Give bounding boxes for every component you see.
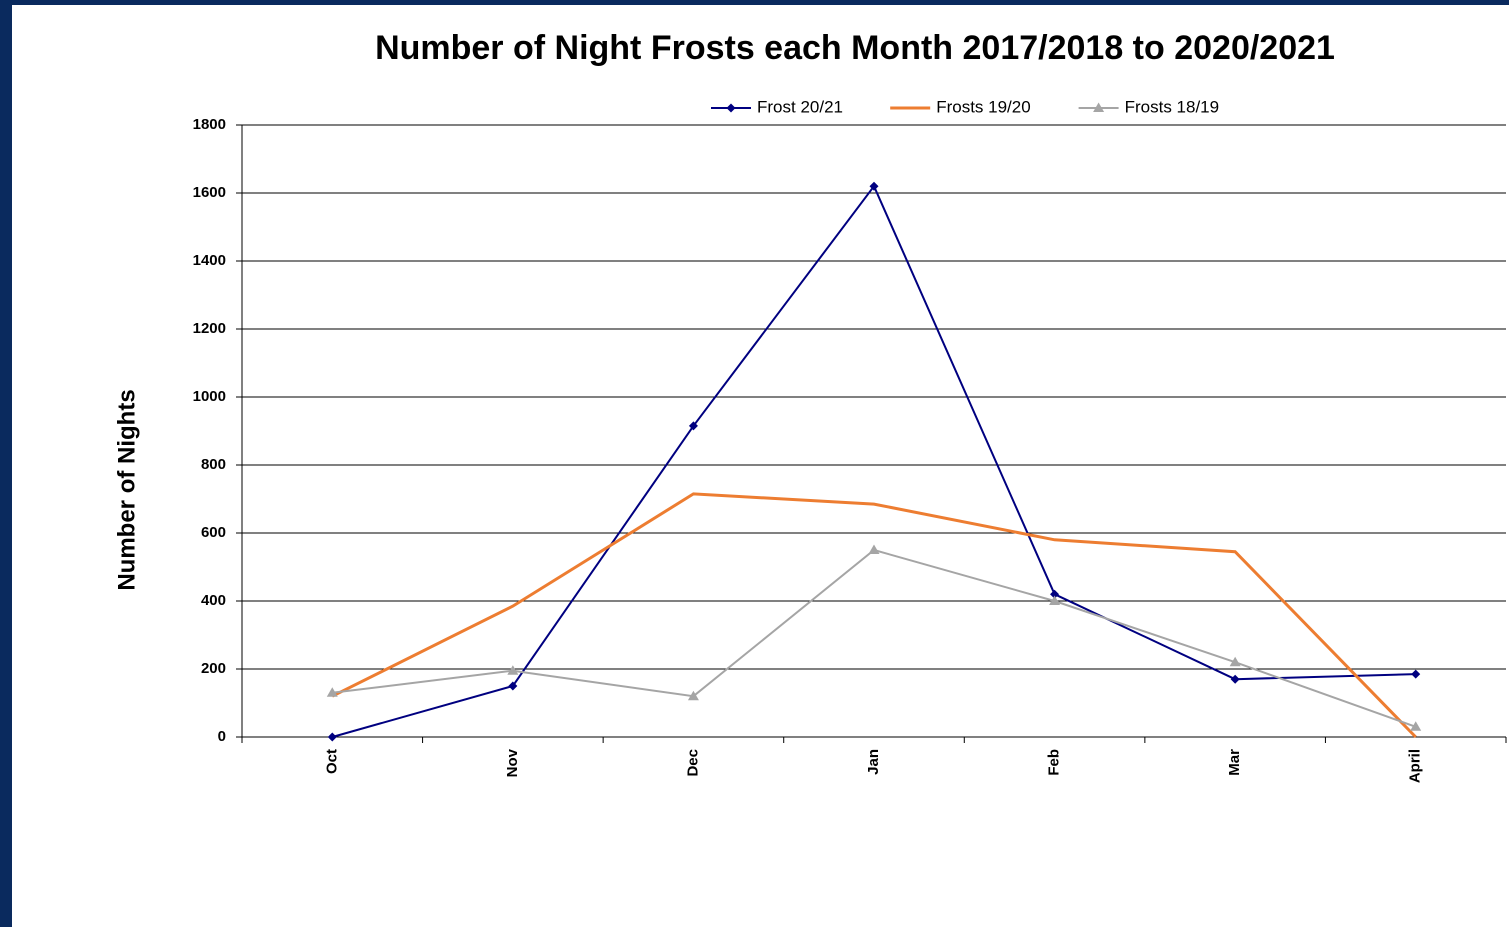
y-tick-label: 600: [201, 524, 226, 541]
marker: [1410, 721, 1422, 731]
marker: [1093, 102, 1105, 112]
legend-label: Frosts 18/19: [1125, 97, 1220, 116]
marker: [1411, 669, 1421, 679]
legend-item: Frost 20/21: [711, 97, 843, 116]
legend-item: Frosts 19/20: [890, 97, 1031, 116]
marker: [868, 544, 880, 554]
series-line: [331, 492, 1417, 739]
marker: [1050, 589, 1060, 599]
y-tick-label: 1600: [193, 184, 226, 201]
y-tick-label: 0: [218, 728, 226, 745]
x-tick-label: April: [1407, 749, 1424, 783]
marker: [508, 681, 518, 691]
marker: [1049, 595, 1061, 605]
legend-label: Frosts 19/20: [936, 97, 1030, 116]
y-tick-label: 1800: [193, 116, 226, 133]
y-axis-label: Number of Nights: [113, 389, 140, 590]
marker: [1230, 674, 1240, 684]
marker: [688, 421, 698, 431]
y-tick-label: 400: [201, 592, 226, 609]
x-tick-label: Dec: [684, 749, 701, 777]
legend-label: Frost 20/21: [757, 97, 843, 116]
x-tick-label: Oct: [323, 749, 340, 774]
y-tick-label: 800: [201, 456, 226, 473]
x-tick-label: Nov: [504, 748, 521, 777]
x-tick-label: Jan: [865, 749, 882, 775]
chart-title: Number of Night Frosts each Month 2017/2…: [375, 29, 1335, 67]
marker: [687, 690, 699, 701]
marker: [1229, 656, 1241, 667]
marker: [327, 732, 337, 742]
legend-item: Frosts 18/19: [1078, 97, 1220, 116]
x-tick-label: Mar: [1226, 749, 1243, 776]
marker: [869, 181, 879, 191]
y-tick-label: 1400: [193, 252, 226, 269]
marker: [507, 665, 519, 675]
marker: [726, 103, 736, 113]
chart-background: [12, 5, 1509, 927]
y-tick-label: 1200: [193, 320, 226, 337]
marker: [326, 687, 338, 697]
y-tick-label: 200: [201, 660, 226, 677]
y-tick-label: 1000: [193, 388, 226, 405]
x-tick-label: Feb: [1046, 749, 1063, 776]
